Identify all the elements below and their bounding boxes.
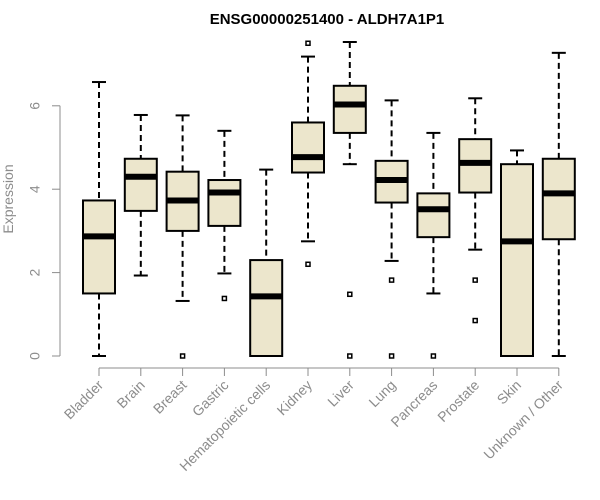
y-tick-label: 6: [27, 102, 43, 110]
y-axis-label: Expression: [0, 164, 16, 233]
x-tick-label: Bladder: [61, 377, 107, 423]
x-tick-label: Liver: [324, 377, 357, 410]
box-group-skin: [500, 149, 534, 357]
x-tick-label: Unknown / Other: [480, 377, 566, 463]
iqr-box: [82, 199, 116, 295]
box-group-hematopoietic-cells: [249, 168, 284, 357]
box-group-bladder: [82, 81, 116, 357]
outlier-point: [347, 291, 353, 298]
box-group-prostate: [458, 97, 493, 324]
outlier-point: [305, 40, 311, 46]
y-axis: 0 2 4 6: [27, 102, 61, 360]
outlier-point: [347, 353, 353, 359]
box-group-kidney: [291, 40, 325, 268]
box-group-unknown-other: [541, 51, 576, 357]
box-group-brain: [123, 113, 158, 277]
x-tick-label: Skin: [494, 377, 525, 408]
outlier-point: [472, 317, 478, 324]
x-tick-label: Kidney: [274, 377, 316, 419]
iqr-box: [541, 157, 576, 241]
outlier-point: [388, 353, 395, 359]
outlier-point: [430, 353, 437, 359]
outlier-point: [179, 353, 186, 359]
iqr-box: [123, 157, 158, 212]
x-tick-label: Breast: [150, 377, 190, 417]
x-tick-label: Brain: [113, 377, 147, 411]
y-tick-label: 0: [27, 352, 43, 360]
chart-title: ENSG00000251400 - ALDH7A1P1: [210, 11, 445, 28]
iqr-box: [500, 163, 534, 357]
box-group-gastric: [207, 129, 242, 302]
x-tick-label: Lung: [365, 377, 398, 410]
outlier-point: [388, 277, 395, 283]
outlier-point: [221, 295, 228, 302]
box-group-liver: [332, 40, 367, 359]
y-tick-label: 4: [27, 185, 43, 193]
iqr-box: [291, 121, 325, 174]
iqr-box: [416, 192, 451, 239]
iqr-box: [207, 179, 242, 227]
outlier-point: [472, 277, 478, 283]
outlier-point: [305, 261, 311, 268]
plot-area: [82, 40, 576, 359]
iqr-box: [249, 259, 284, 357]
box-group-lung: [374, 99, 409, 359]
y-tick-label: 2: [27, 268, 43, 276]
box-group-pancreas: [416, 131, 451, 359]
box-group-breast: [165, 114, 200, 359]
x-tick-label: Prostate: [434, 377, 482, 425]
iqr-box: [332, 84, 367, 134]
